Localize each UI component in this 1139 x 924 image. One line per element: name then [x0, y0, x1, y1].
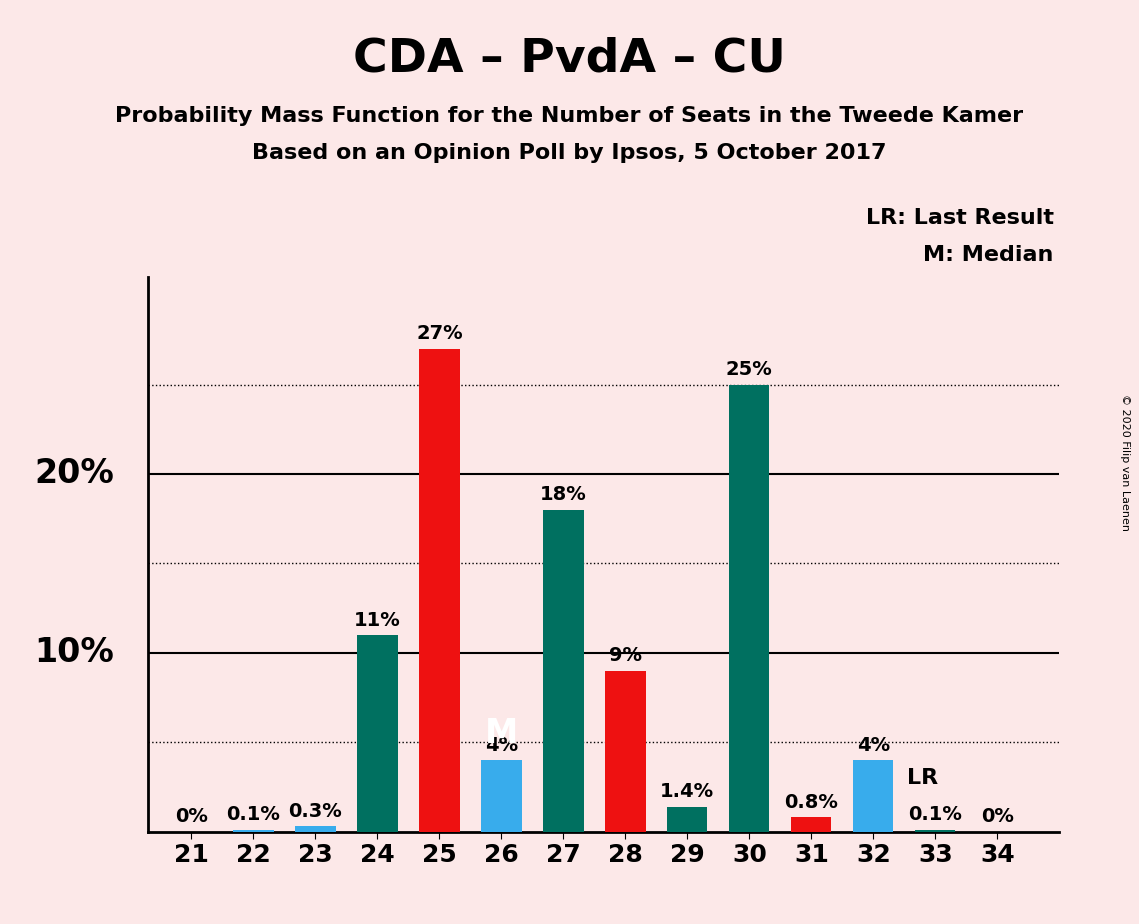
- Text: 18%: 18%: [540, 485, 587, 505]
- Text: Based on an Opinion Poll by Ipsos, 5 October 2017: Based on an Opinion Poll by Ipsos, 5 Oct…: [252, 143, 887, 164]
- Bar: [482, 760, 522, 832]
- Bar: [667, 807, 707, 832]
- Text: 0%: 0%: [175, 808, 208, 826]
- Text: 0%: 0%: [981, 808, 1014, 826]
- Text: M: M: [485, 717, 518, 749]
- Bar: [792, 818, 831, 832]
- Text: 0.8%: 0.8%: [785, 793, 838, 812]
- Text: M: Median: M: Median: [924, 245, 1054, 265]
- Bar: [543, 510, 583, 832]
- Text: 10%: 10%: [34, 637, 114, 669]
- Text: 25%: 25%: [726, 360, 772, 379]
- Text: 27%: 27%: [416, 324, 462, 344]
- Text: LR: Last Result: LR: Last Result: [866, 208, 1054, 228]
- Text: 0.3%: 0.3%: [288, 802, 343, 821]
- Bar: [295, 826, 336, 832]
- Text: 1.4%: 1.4%: [661, 783, 714, 801]
- Text: 11%: 11%: [354, 611, 401, 629]
- Bar: [419, 348, 459, 832]
- Text: 0.1%: 0.1%: [909, 806, 962, 824]
- Bar: [915, 830, 956, 832]
- Bar: [605, 671, 646, 832]
- Text: LR: LR: [908, 768, 939, 788]
- Bar: [853, 760, 893, 832]
- Text: 4%: 4%: [857, 736, 890, 755]
- Bar: [233, 830, 273, 832]
- Text: 20%: 20%: [34, 457, 114, 491]
- Text: Probability Mass Function for the Number of Seats in the Tweede Kamer: Probability Mass Function for the Number…: [115, 106, 1024, 127]
- Text: 9%: 9%: [609, 646, 642, 665]
- Text: © 2020 Filip van Laenen: © 2020 Filip van Laenen: [1121, 394, 1130, 530]
- Text: 4%: 4%: [485, 736, 518, 755]
- Bar: [729, 384, 770, 832]
- Text: CDA – PvdA – CU: CDA – PvdA – CU: [353, 37, 786, 82]
- Text: 0.1%: 0.1%: [227, 806, 280, 824]
- Bar: [358, 635, 398, 832]
